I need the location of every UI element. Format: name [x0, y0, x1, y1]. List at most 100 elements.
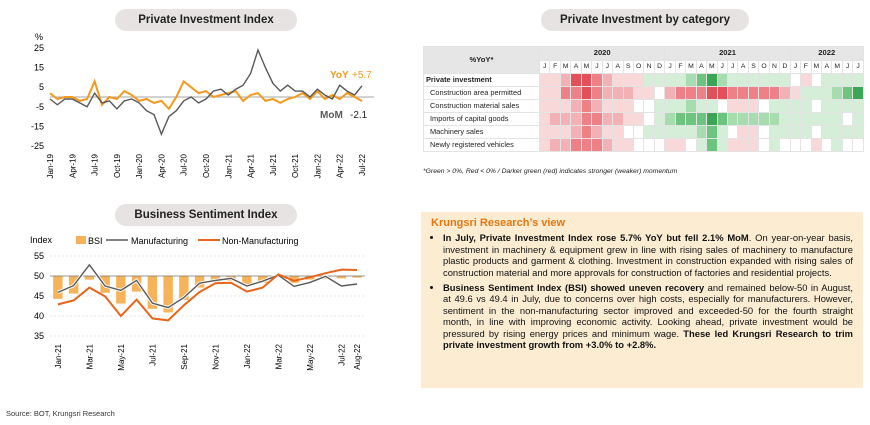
- heatmap-cell: [706, 99, 718, 113]
- heatmap-cell: [664, 138, 676, 152]
- bsi-x-tick: Mar-21: [85, 343, 94, 369]
- view-bullet-bsi-conclusion: These led Krungsri Research to trim priv…: [443, 327, 853, 351]
- heatmap-month: N: [643, 59, 655, 74]
- heatmap-cell: [643, 112, 655, 126]
- heatmap-cell: [622, 125, 634, 139]
- bsi-x-tick: Mar-22: [274, 343, 283, 369]
- heatmap-cell: [549, 73, 561, 87]
- heatmap-cell: [768, 73, 781, 87]
- heatmap-cell: [726, 138, 739, 152]
- pi-x-tick: Apr-20: [157, 153, 166, 178]
- heatmap-cell: [538, 138, 551, 152]
- heatmap-cell: [737, 112, 749, 126]
- heatmap-month: S: [622, 59, 634, 74]
- heatmap-cell: [758, 112, 770, 126]
- heatmap-cell: [559, 125, 572, 139]
- heatmap-cell: [580, 86, 593, 100]
- heatmap-cell: [695, 73, 708, 87]
- heatmap-cell: [747, 138, 760, 152]
- heatmap-cell: [831, 73, 843, 87]
- heatmap-cell: [664, 86, 676, 100]
- heatmap-cell: [580, 138, 593, 152]
- heatmap-cell: [612, 86, 624, 100]
- heatmap-month: A: [737, 59, 749, 74]
- heatmap-cell: [716, 112, 728, 126]
- heatmap-cell: [841, 73, 854, 87]
- pi-x-tick: Jan-22: [313, 153, 322, 178]
- heatmap-cell: [580, 125, 593, 139]
- heatmap-cell: [674, 99, 687, 113]
- heatmap-cell: [852, 86, 864, 100]
- heatmap-cell: [695, 99, 708, 113]
- heatmap-month: F: [800, 59, 812, 74]
- heatmap-month: F: [549, 59, 561, 74]
- heatmap-month: M: [580, 59, 593, 74]
- heatmap-cell: [852, 99, 864, 113]
- cat-title-pill: Private Investment by category: [541, 9, 749, 31]
- bsi-x-tick: Nov-21: [211, 343, 220, 369]
- heatmap-cell: [664, 112, 676, 126]
- heatmap-cell: [800, 73, 812, 87]
- heatmap-cell: [726, 86, 739, 100]
- heatmap-cell: [716, 73, 728, 87]
- heatmap-cell: [674, 86, 687, 100]
- heatmap-month: S: [747, 59, 760, 74]
- heatmap-cell: [549, 125, 561, 139]
- heatmap-row-label: Construction material sales: [423, 99, 540, 113]
- heatmap-cell: [653, 138, 666, 152]
- heatmap-cell: [622, 99, 634, 113]
- heatmap-cell: [601, 125, 614, 139]
- bsi-y-tick: 55: [34, 251, 44, 261]
- bsi-legend-label-1: Manufacturing: [131, 236, 188, 246]
- heatmap-month: O: [632, 59, 645, 74]
- heatmap-cell: [800, 112, 812, 126]
- heatmap-cell: [612, 125, 624, 139]
- heatmap-cell: [820, 99, 833, 113]
- heatmap-cell: [674, 73, 687, 87]
- heatmap-cell: [601, 99, 614, 113]
- heatmap-cell: [685, 138, 697, 152]
- bsi-y-tick: 35: [34, 331, 44, 341]
- heatmap-cell: [737, 99, 749, 113]
- heatmap-cell: [538, 99, 551, 113]
- heatmap-cell: [706, 73, 718, 87]
- heatmap-month: M: [685, 59, 697, 74]
- heatmap-cell: [559, 73, 572, 87]
- heatmap-cell: [643, 125, 655, 139]
- heatmap-cell: [612, 112, 624, 126]
- heatmap-cell: [820, 125, 833, 139]
- heatmap-cell: [612, 138, 624, 152]
- heatmap-month: D: [779, 59, 791, 74]
- heatmap-cell: [612, 73, 624, 87]
- pi-x-tick: Apr-22: [336, 153, 345, 178]
- heatmap-year-2020: 2020: [538, 46, 666, 61]
- heatmap-cell: [580, 99, 593, 113]
- heatmap-cell: [747, 112, 760, 126]
- heatmap-month: M: [559, 59, 572, 74]
- heatmap-cell: [622, 138, 634, 152]
- heatmap-cell: [747, 99, 760, 113]
- heatmap-month: A: [820, 59, 833, 74]
- heatmap-month: M: [831, 59, 843, 74]
- heatmap-cell: [559, 112, 572, 126]
- heatmap-cell: [768, 99, 781, 113]
- view-bullet-pi: In July, Private Investment Index rose 5…: [443, 232, 853, 278]
- heatmap-cell: [789, 138, 802, 152]
- bsi-x-tick: Sep-21: [180, 343, 189, 369]
- heatmap-cell: [716, 138, 728, 152]
- heatmap-cell: [591, 86, 603, 100]
- heatmap-cell: [841, 112, 854, 126]
- research-view-panel: Krungsri Research’s view In July, Privat…: [421, 212, 863, 388]
- pi-y-tick: -25: [31, 141, 44, 151]
- bsi-y-unit: Index: [30, 235, 53, 245]
- heatmap-cell: [674, 112, 687, 126]
- heatmap-month: J: [601, 59, 614, 74]
- heatmap-month: J: [591, 59, 603, 74]
- pi-series-mom: [49, 78, 363, 111]
- pi-x-tick: Jul-19: [91, 153, 100, 175]
- heatmap-cell: [653, 125, 666, 139]
- heatmap-cell: [685, 112, 697, 126]
- heatmap-cell: [632, 99, 645, 113]
- heatmap-cell: [779, 99, 791, 113]
